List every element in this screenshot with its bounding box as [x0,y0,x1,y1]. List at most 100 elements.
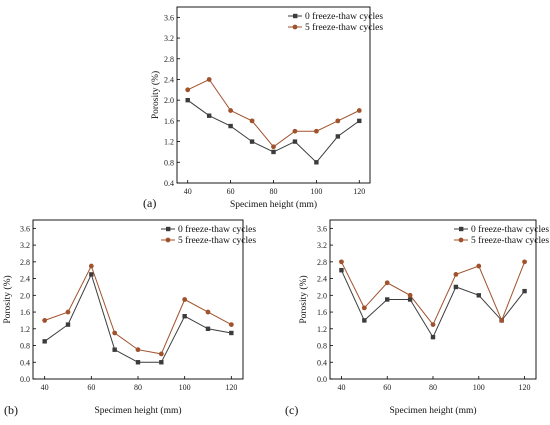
legend-marker-square [166,226,171,232]
data-point-5-cycles [476,263,482,269]
x-tick-label: 100 [473,383,485,392]
legend-label: 5 freeze-thaw cycles [471,235,549,246]
data-point-0-cycles [362,318,367,323]
panel-label: (a) [143,196,156,210]
data-point-0-cycles [335,134,341,139]
y-tick-label: 3.6 [317,224,327,233]
data-point-5-cycles [292,128,298,134]
y-tick-label: 0.4 [20,358,30,367]
data-point-0-cycles [476,293,481,298]
y-tick-label: 0.4 [164,179,174,188]
x-tick-label: 60 [227,187,235,196]
y-tick-label: 1.2 [20,325,30,334]
chart-panel-c: 0.0 0.4 0.8 1.2 1.6 2.0 2.4 2.8 3.2 3.6 40 60 80 100 1… [285,219,549,417]
chart-panel-b: 0.0 0.4 0.8 1.2 1.6 2.0 2.4 2.8 3.2 3.6 40 60 80 100 1… [2,219,256,417]
panel-label: (c) [285,403,298,417]
data-point-5-cycles [430,322,436,328]
data-point-0-cycles [357,118,362,124]
x-tick-label: 120 [353,187,365,196]
y-tick-label: 2.4 [20,275,30,284]
data-point-0-cycles [339,268,344,273]
x-tick-label: 40 [184,187,192,196]
data-point-0-cycles [65,322,71,327]
x-tick-label: 100 [310,187,322,196]
data-point-0-cycles [385,297,390,302]
x-tick-label: 80 [270,187,278,196]
y-tick-label: 2.8 [20,258,30,267]
legend-marker-circle [165,237,171,243]
legend-marker-circle [292,24,298,30]
data-point-0-cycles [112,347,117,352]
y-tick-label: 3.6 [164,13,174,22]
data-point-0-cycles [292,139,298,144]
data-point-0-cycles [206,113,212,118]
data-point-5-cycles [313,128,319,134]
data-point-0-cycles [228,123,233,129]
data-point-5-cycles [339,259,344,265]
data-point-5-cycles [88,263,94,269]
legend-label: 0 freeze-thaw cycles [305,11,383,22]
data-point-0-cycles [135,360,141,365]
y-tick-label: 2.0 [20,291,30,300]
legend-label: 5 freeze-thaw cycles [178,235,256,246]
legend-label: 0 freeze-thaw cycles [178,224,256,235]
y-tick-label: 1.2 [317,325,327,334]
y-tick-label: 2.4 [164,75,174,84]
y-axis-label: Porosity (%) [150,71,161,119]
y-tick-label: 1.6 [20,308,30,317]
legend-marker-circle [458,237,464,243]
data-point-5-cycles [112,330,118,336]
data-point-5-cycles [407,292,413,298]
y-tick-label: 0.8 [317,342,327,351]
x-tick-label: 120 [225,383,237,392]
data-point-5-cycles [42,318,48,323]
y-tick-label: 2.8 [164,55,174,64]
x-tick-label: 80 [429,383,437,392]
data-point-0-cycles [205,326,211,331]
data-point-5-cycles [356,108,362,113]
x-tick-label: 40 [337,383,345,392]
y-tick-label: 2.8 [317,258,327,267]
y-tick-label: 2.0 [317,291,327,300]
series-line-5-cycles [187,78,360,148]
y-tick-label: 0.8 [164,158,174,167]
data-point-0-cycles [182,314,187,319]
data-point-5-cycles [206,77,212,82]
data-point-0-cycles [249,139,255,144]
data-point-5-cycles [158,351,164,357]
data-point-0-cycles [453,284,459,290]
data-point-5-cycles [271,144,276,150]
data-point-5-cycles [135,347,141,353]
y-tick-label: 2.4 [317,275,327,284]
x-axis-label: Specimen height (mm) [230,199,317,210]
data-point-5-cycles [453,271,459,277]
legend-marker-square [459,226,464,232]
plot-frame [176,6,371,184]
data-point-0-cycles [185,97,190,103]
legend-label: 5 freeze-thaw cycles [305,22,383,33]
y-tick-label: 1.6 [317,308,327,317]
data-point-0-cycles [229,330,234,336]
data-point-5-cycles [335,118,341,124]
data-point-5-cycles [185,87,191,93]
data-point-5-cycles [499,318,505,323]
y-tick-label: 0.8 [20,342,30,351]
y-tick-label: 0.0 [317,375,327,384]
data-point-0-cycles [89,272,94,277]
data-point-0-cycles [522,288,527,294]
legend-marker-square [293,13,298,19]
data-point-5-cycles [65,309,71,315]
series-line-5-cycles [44,264,232,355]
data-point-0-cycles [407,297,413,302]
y-tick-label: 3.2 [20,241,30,250]
data-point-5-cycles [249,118,255,124]
data-point-0-cycles [271,149,276,155]
series-line-0-cycles [340,269,525,339]
x-tick-label: 60 [383,383,391,392]
data-point-0-cycles [430,334,436,340]
data-point-5-cycles [205,309,211,315]
legend-label: 0 freeze-thaw cycles [471,224,549,235]
x-tick-label: 80 [134,383,142,392]
chart-panel-a: 0.4 0.8 1.2 1.6 2.0 2.4 2.8 3.2 3.6 40 60 80 100 120 S… [143,6,383,210]
